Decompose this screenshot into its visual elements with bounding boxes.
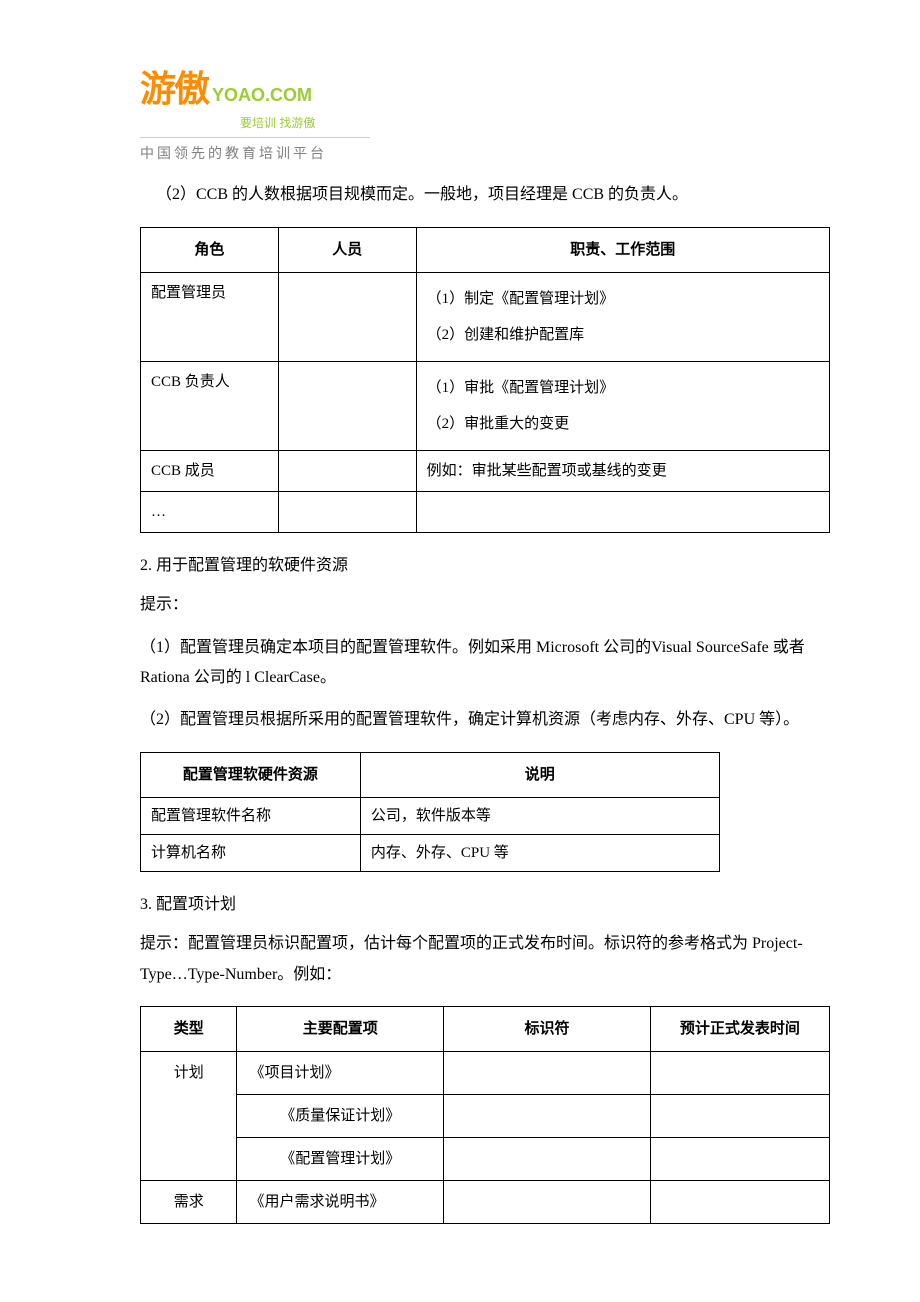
- table-resources: 配置管理软硬件资源 说明 配置管理软件名称 公司，软件版本等 计算机名称 内存、…: [140, 752, 720, 872]
- t1-r3c2: [278, 450, 416, 491]
- logo-brand-cn: 游傲: [140, 60, 208, 118]
- para-sw: （1）配置管理员确定本项目的配置管理软件。例如采用 Microsoft 公司的V…: [140, 633, 830, 694]
- table-row: 配置管理员 （1）制定《配置管理计划》（2）创建和维护配置库: [141, 272, 830, 361]
- table-row: 配置管理软件名称 公司，软件版本等: [141, 797, 720, 834]
- table-roles: 角色 人员 职责、工作范围 配置管理员 （1）制定《配置管理计划》（2）创建和维…: [140, 227, 830, 533]
- t1-h2: 人员: [278, 227, 416, 272]
- table-row: 《质量保证计划》: [141, 1095, 830, 1138]
- hint-label: 提示：: [140, 590, 830, 620]
- t2-h1: 配置管理软硬件资源: [141, 752, 361, 797]
- table-row: 计算机名称 内存、外存、CPU 等: [141, 834, 720, 871]
- table-row: 需求 《用户需求说明书》: [141, 1181, 830, 1224]
- t2-r2c1: 计算机名称: [141, 834, 361, 871]
- t3-r3c2: 《配置管理计划》: [237, 1138, 444, 1181]
- t1-r3c1: CCB 成员: [141, 450, 279, 491]
- table-row: CCB 成员 例如：审批某些配置项或基线的变更: [141, 450, 830, 491]
- t1-r4c2: [278, 491, 416, 532]
- t1-r1c1: 配置管理员: [141, 272, 279, 361]
- t3-h3: 标识符: [444, 1007, 651, 1052]
- logo-sub: 要培训 找游傲: [240, 114, 840, 133]
- para-hw: （2）配置管理员根据所采用的配置管理软件，确定计算机资源（考虑内存、外存、CPU…: [140, 705, 830, 735]
- t3-r4c4: [650, 1181, 829, 1224]
- t3-r4c1: 需求: [141, 1181, 237, 1224]
- t1-r3c3: 例如：审批某些配置项或基线的变更: [416, 450, 829, 491]
- t1-r1c3: （1）制定《配置管理计划》（2）创建和维护配置库: [416, 272, 829, 361]
- t1-r2c1: CCB 负责人: [141, 361, 279, 450]
- logo-top: 游傲 YOAO.COM: [140, 60, 840, 118]
- t3-r3c3: [444, 1138, 651, 1181]
- t3-r4c2: 《用户需求说明书》: [237, 1181, 444, 1224]
- t3-r2c3: [444, 1095, 651, 1138]
- table-row: …: [141, 491, 830, 532]
- logo-tagline: 中国领先的教育培训平台: [140, 137, 370, 164]
- t3-r4c3: [444, 1181, 651, 1224]
- t3-h4: 预计正式发表时间: [650, 1007, 829, 1052]
- t3-h1: 类型: [141, 1007, 237, 1052]
- logo-brand-url: YOAO.COM: [212, 81, 312, 110]
- t2-r1c2: 公司，软件版本等: [360, 797, 719, 834]
- t1-r2c3: （1）审批《配置管理计划》（2）审批重大的变更: [416, 361, 829, 450]
- section-2-title: 2. 用于配置管理的软硬件资源: [140, 553, 830, 579]
- t1-r4c1: …: [141, 491, 279, 532]
- t1-h1: 角色: [141, 227, 279, 272]
- t2-r2c2: 内存、外存、CPU 等: [360, 834, 719, 871]
- document-body: （2）CCB 的人数根据项目规模而定。一般地，项目经理是 CCB 的负责人。 角…: [140, 180, 830, 1224]
- para-ccb-size: （2）CCB 的人数根据项目规模而定。一般地，项目经理是 CCB 的负责人。: [140, 180, 830, 210]
- t1-h3: 职责、工作范围: [416, 227, 829, 272]
- table-row: CCB 负责人 （1）审批《配置管理计划》（2）审批重大的变更: [141, 361, 830, 450]
- logo-area: 游傲 YOAO.COM 要培训 找游傲 中国领先的教育培训平台: [140, 60, 840, 164]
- t3-r1c4: [650, 1052, 829, 1095]
- t3-r1c2: 《项目计划》: [237, 1052, 444, 1095]
- table-row: 《配置管理计划》: [141, 1138, 830, 1181]
- t1-r2c2: [278, 361, 416, 450]
- t1-r4c3: [416, 491, 829, 532]
- t3-r2c4: [650, 1095, 829, 1138]
- table-config-items: 类型 主要配置项 标识符 预计正式发表时间 计划 《项目计划》 《质量保证计划》…: [140, 1006, 830, 1224]
- t3-r2c2: 《质量保证计划》: [237, 1095, 444, 1138]
- t2-h2: 说明: [360, 752, 719, 797]
- t3-r1c3: [444, 1052, 651, 1095]
- t1-r1c2: [278, 272, 416, 361]
- section-3-title: 3. 配置项计划: [140, 892, 830, 918]
- t2-r1c1: 配置管理软件名称: [141, 797, 361, 834]
- t3-r1c1: 计划: [141, 1052, 237, 1181]
- t3-h2: 主要配置项: [237, 1007, 444, 1052]
- table-row: 计划 《项目计划》: [141, 1052, 830, 1095]
- t3-r3c4: [650, 1138, 829, 1181]
- para-id-format: 提示：配置管理员标识配置项，估计每个配置项的正式发布时间。标识符的参考格式为 P…: [140, 929, 830, 990]
